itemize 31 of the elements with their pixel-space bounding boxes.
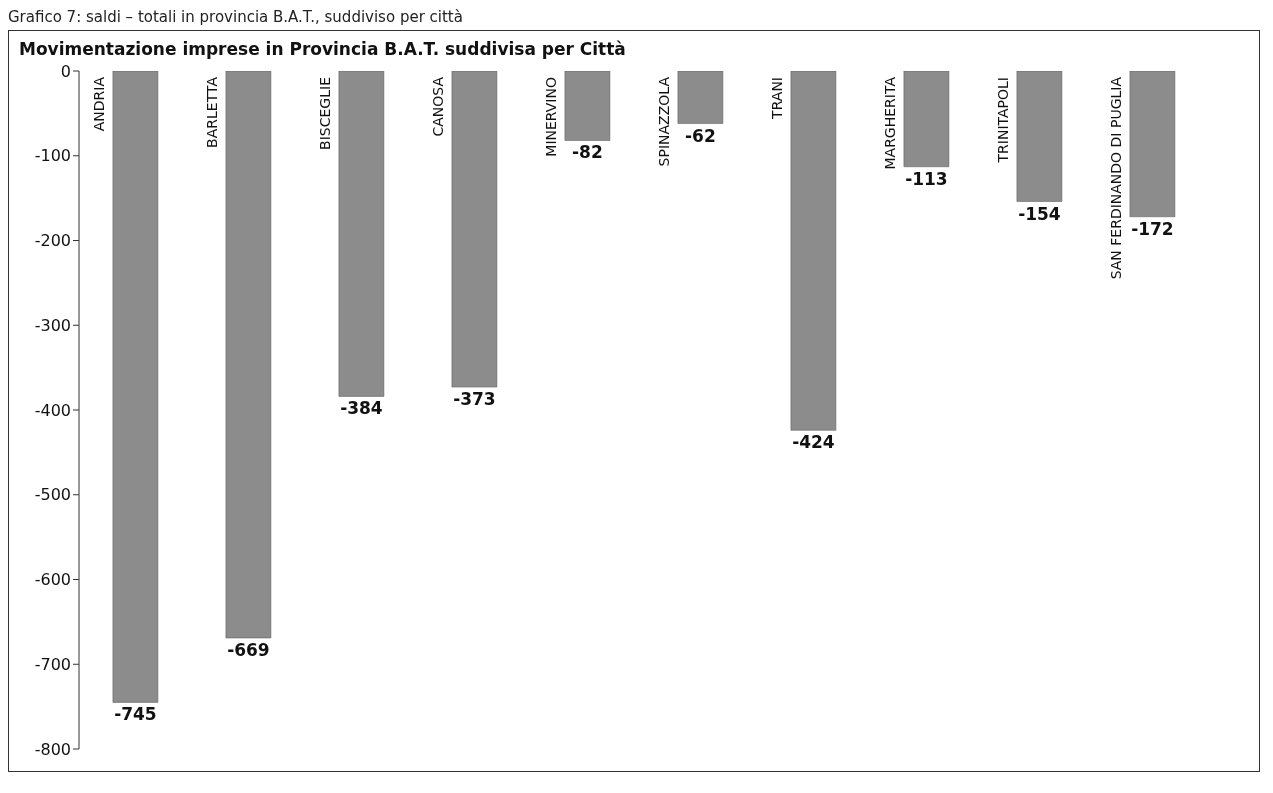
data-label: -384 [340,398,383,419]
y-tick-label: -400 [34,400,71,420]
data-label: -745 [114,704,157,725]
x-tick-label: BISCEGLIE [316,77,333,150]
y-tick-label: -300 [34,315,71,335]
y-tick-label: -600 [34,570,71,590]
x-tick-label: ANDRIA [90,76,107,132]
x-tick-label: TRINITAPOLI [994,77,1011,164]
x-tick-label: MINERVINO [542,77,559,157]
x-tick-label: TRANI [768,77,785,120]
x-tick-label: CANOSA [429,76,446,137]
data-label: -82 [572,142,603,163]
data-label: -424 [792,432,835,453]
y-tick-label: -100 [34,146,71,166]
x-tick-label: BARLETTA [203,76,220,148]
x-tick-label: SAN FERDINANDO DI PUGLIA [1107,76,1124,280]
y-tick-label: -800 [34,739,71,759]
data-label: -62 [685,125,716,146]
data-label: -373 [453,389,496,410]
chart-title: Movimentazione imprese in Provincia B.A.T. suddivisa per Città [18,38,627,59]
y-tick-label: -200 [34,231,71,251]
data-label: -154 [1018,203,1061,224]
y-tick-label: -500 [34,485,71,505]
data-label: -113 [905,168,948,189]
data-label: -669 [227,639,270,660]
y-tick-label: 0 [60,61,71,81]
data-label: -172 [1131,218,1174,239]
x-tick-label: MARGHERITA [881,76,898,170]
x-tick-label: SPINAZZOLA [655,76,672,167]
text: Grafico 7: saldi – totali in provincia B.A.T., suddiviso per città [8,8,464,26]
y-tick-label: -700 [34,654,71,674]
